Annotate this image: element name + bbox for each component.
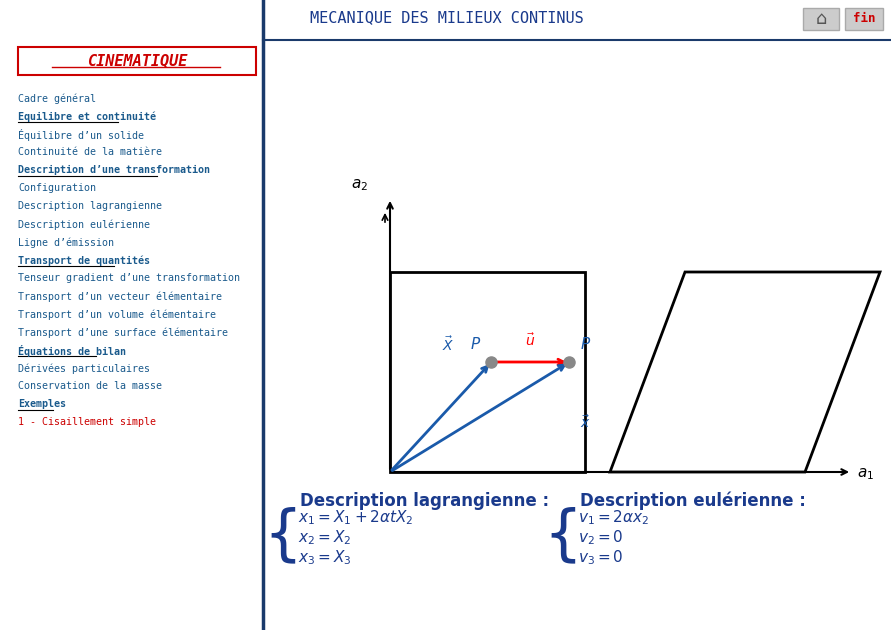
Text: $P$: $P$ xyxy=(580,336,591,352)
Text: ⌂: ⌂ xyxy=(815,10,827,28)
Text: $\vec{x}$: $\vec{x}$ xyxy=(580,414,591,431)
Text: Equilibre et continuité: Equilibre et continuité xyxy=(18,111,156,122)
Text: $v_1 = 2\alpha x_2$: $v_1 = 2\alpha x_2$ xyxy=(578,508,650,527)
Text: Équations de bilan: Équations de bilan xyxy=(18,345,126,357)
Text: Exemples: Exemples xyxy=(18,399,66,409)
Text: Description lagrangienne: Description lagrangienne xyxy=(18,201,162,211)
Text: Ligne d’émission: Ligne d’émission xyxy=(18,237,114,248)
Text: Cadre général: Cadre général xyxy=(18,93,96,103)
Text: Équilibre d’un solide: Équilibre d’un solide xyxy=(18,129,144,141)
Text: Description lagrangienne :: Description lagrangienne : xyxy=(300,492,549,510)
Text: {: { xyxy=(264,507,302,566)
Text: Transport d’un vecteur élémentaire: Transport d’un vecteur élémentaire xyxy=(18,291,222,302)
Text: $x_2 = X_2$: $x_2 = X_2$ xyxy=(298,529,351,547)
Text: Dérivées particulaires: Dérivées particulaires xyxy=(18,363,150,374)
Bar xyxy=(845,8,883,30)
Text: Description d’une transformation: Description d’une transformation xyxy=(18,165,210,175)
Text: 1 - Cisaillement simple: 1 - Cisaillement simple xyxy=(18,417,156,427)
Text: Conservation de la masse: Conservation de la masse xyxy=(18,381,162,391)
Text: {: { xyxy=(544,507,583,566)
Text: MECANIQUE DES MILIEUX CONTINUS: MECANIQUE DES MILIEUX CONTINUS xyxy=(310,11,584,25)
Text: Configuration: Configuration xyxy=(18,183,96,193)
Text: $P$: $P$ xyxy=(470,336,481,352)
Text: Description eulérienne :: Description eulérienne : xyxy=(580,492,805,510)
Text: Description eulérienne: Description eulérienne xyxy=(18,219,150,229)
Text: Tenseur gradient d’une transformation: Tenseur gradient d’une transformation xyxy=(18,273,240,283)
Text: $v_2 = 0$: $v_2 = 0$ xyxy=(578,529,624,547)
Text: $v_3 = 0$: $v_3 = 0$ xyxy=(578,549,624,568)
Text: $x_1 = X_1 + 2\alpha t X_2$: $x_1 = X_1 + 2\alpha t X_2$ xyxy=(298,508,413,527)
Text: CINEMATIQUE: CINEMATIQUE xyxy=(86,54,187,69)
Text: Continuité de la matière: Continuité de la matière xyxy=(18,147,162,157)
Bar xyxy=(803,8,839,30)
Text: Transport d’un volume élémentaire: Transport d’un volume élémentaire xyxy=(18,309,216,319)
Text: $\vec{X}$: $\vec{X}$ xyxy=(442,335,454,354)
Text: $\vec{u}$: $\vec{u}$ xyxy=(525,333,535,349)
Text: Transport de quantités: Transport de quantités xyxy=(18,255,150,265)
Text: $a_1$: $a_1$ xyxy=(857,466,874,482)
Text: $x_3 = X_3$: $x_3 = X_3$ xyxy=(298,549,352,568)
Bar xyxy=(18,47,256,75)
Text: fin: fin xyxy=(853,13,875,25)
Text: $a_2$: $a_2$ xyxy=(351,177,368,193)
Text: Transport d’une surface élémentaire: Transport d’une surface élémentaire xyxy=(18,327,228,338)
